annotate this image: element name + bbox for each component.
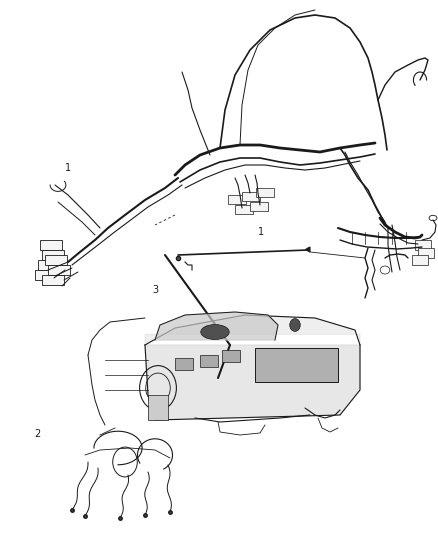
Bar	[40, 240, 62, 250]
Polygon shape	[145, 315, 360, 345]
Text: 1: 1	[65, 163, 71, 173]
Bar	[38, 260, 60, 270]
Bar	[418, 248, 434, 258]
Bar	[415, 240, 431, 250]
Bar	[242, 192, 260, 201]
Bar	[222, 350, 240, 362]
Circle shape	[290, 319, 300, 332]
Text: 1: 1	[258, 227, 264, 237]
Bar	[250, 202, 268, 211]
Bar	[175, 358, 193, 370]
Bar	[48, 265, 70, 275]
Bar	[412, 255, 428, 265]
Polygon shape	[145, 345, 360, 420]
Bar	[200, 355, 218, 367]
Text: 3: 3	[152, 286, 159, 295]
Bar	[42, 250, 64, 260]
Bar	[235, 205, 253, 214]
Bar	[228, 195, 246, 204]
Bar	[255, 348, 338, 382]
Bar	[45, 255, 67, 265]
Bar	[35, 270, 57, 280]
Ellipse shape	[201, 325, 229, 340]
Ellipse shape	[429, 215, 437, 221]
Text: 2: 2	[34, 430, 40, 439]
Bar	[42, 275, 64, 285]
Bar	[256, 188, 274, 197]
Ellipse shape	[380, 266, 390, 274]
Bar	[148, 395, 168, 420]
Polygon shape	[155, 312, 278, 340]
